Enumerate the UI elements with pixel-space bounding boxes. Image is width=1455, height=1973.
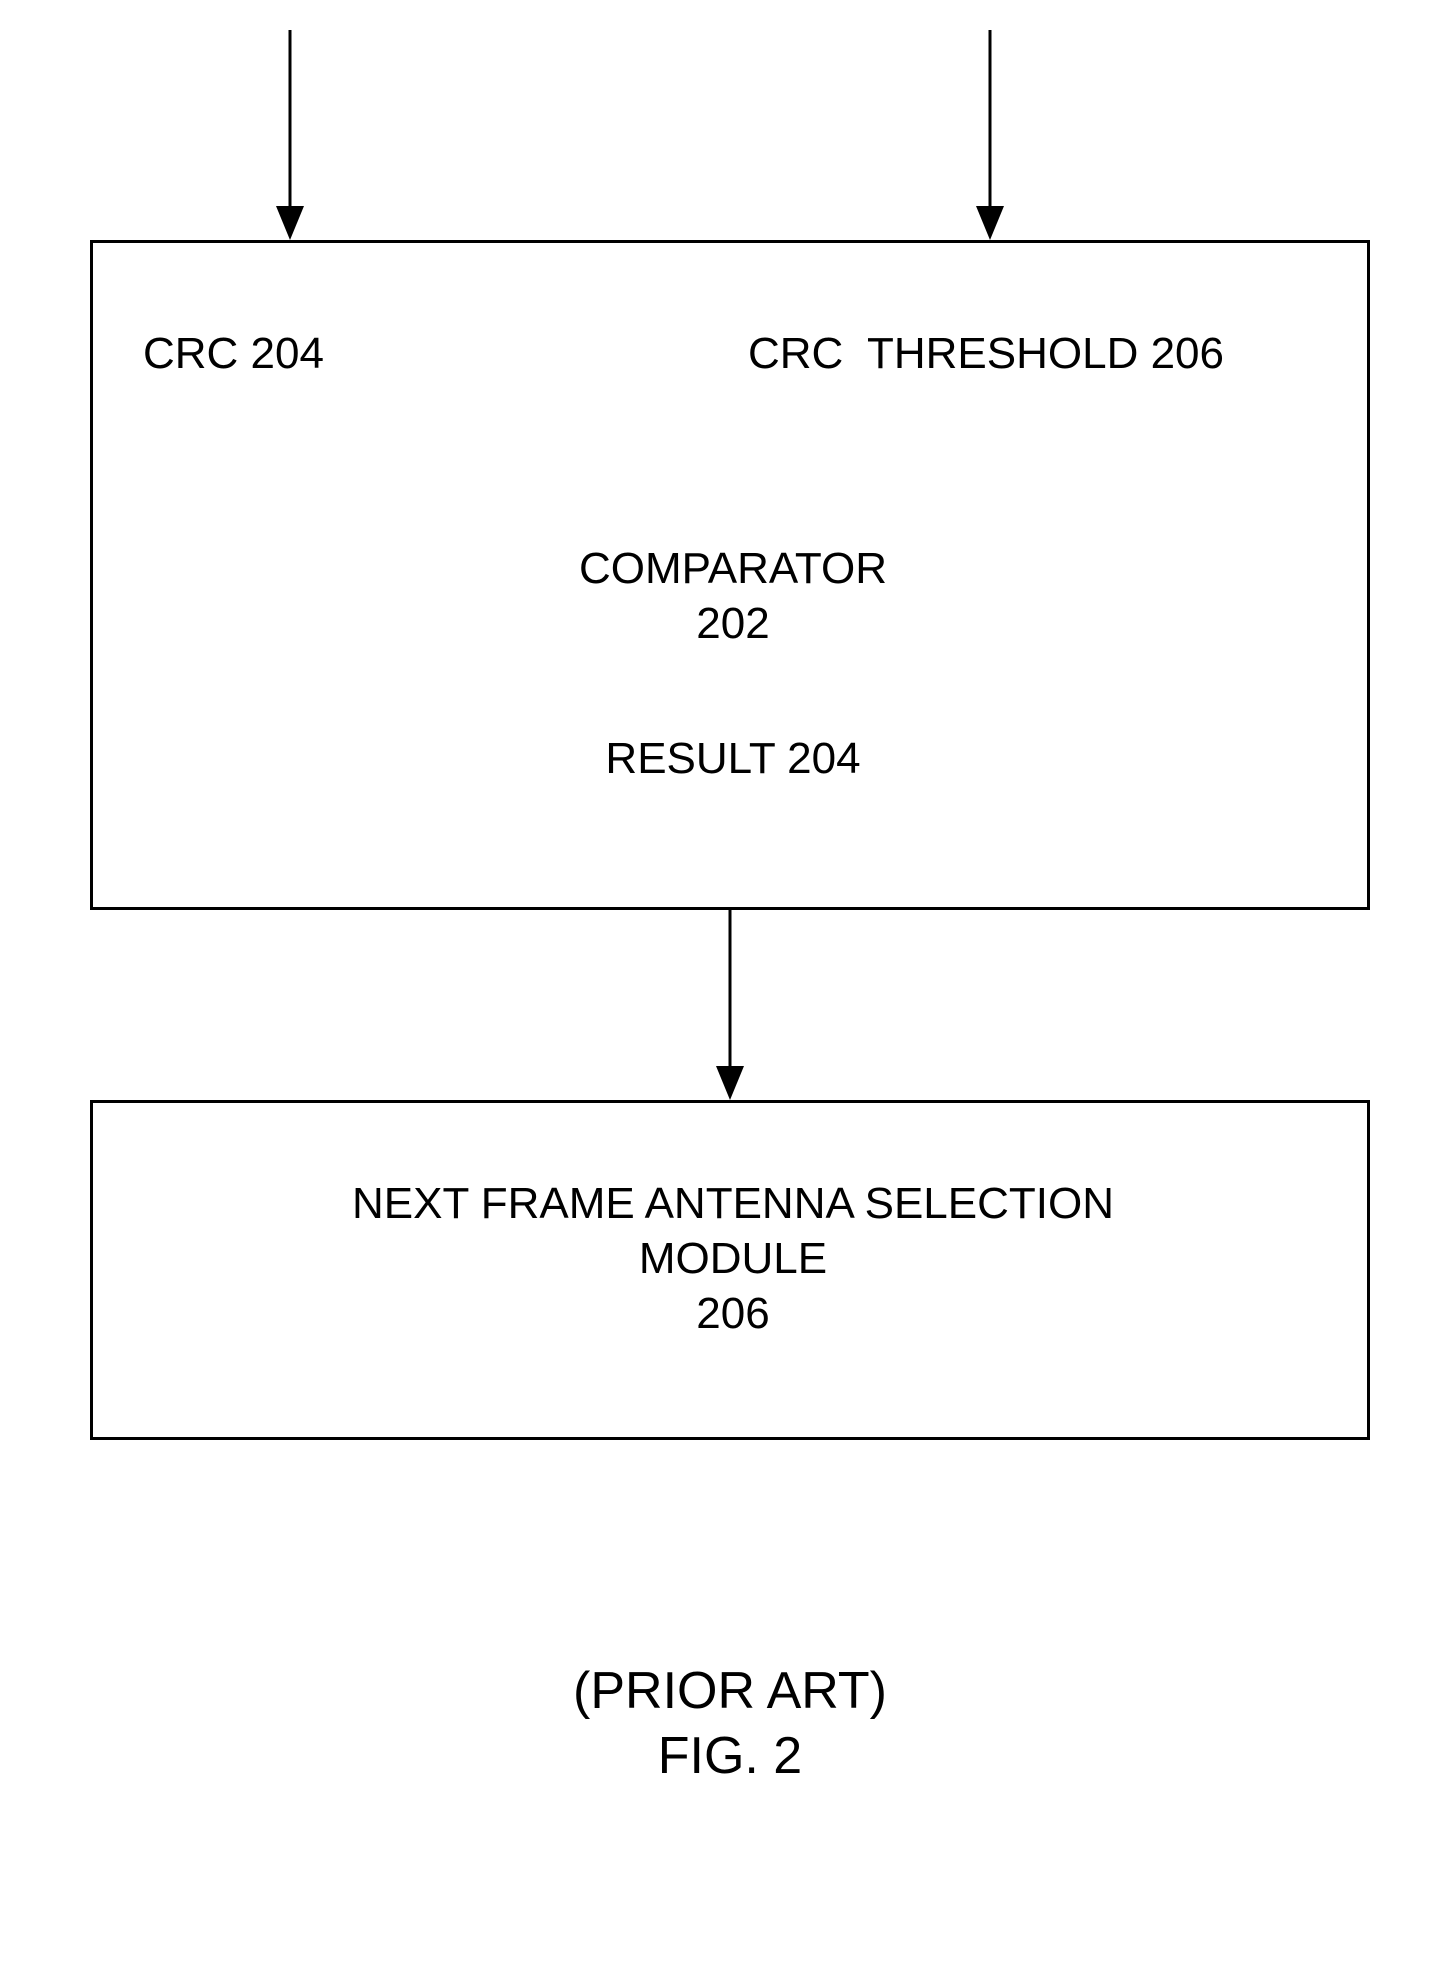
comparator-number: 202 <box>696 598 769 651</box>
diagram-canvas: CRC 204 CRC THRESHOLD 206 COMPARATOR 202… <box>0 0 1455 1973</box>
selector-line1: NEXT FRAME ANTENNA SELECTION <box>352 1178 1114 1231</box>
crc-threshold-label: CRC THRESHOLD 206 <box>748 328 1224 381</box>
arrow-in-left <box>276 30 304 240</box>
arrow-in-right <box>976 30 1004 240</box>
caption-prior-art: (PRIOR ART) <box>573 1660 887 1722</box>
comparator-box: CRC 204 CRC THRESHOLD 206 COMPARATOR 202… <box>90 240 1370 910</box>
crc-label: CRC 204 <box>143 328 324 381</box>
selector-box: NEXT FRAME ANTENNA SELECTION MODULE 206 <box>90 1100 1370 1440</box>
selector-line2: MODULE <box>639 1233 827 1286</box>
comparator-title: COMPARATOR <box>579 543 887 596</box>
arrow-comparator-to-selector <box>716 910 744 1100</box>
caption-fig: FIG. 2 <box>658 1725 802 1787</box>
result-label: RESULT 204 <box>605 733 860 786</box>
selector-line3: 206 <box>696 1288 769 1341</box>
